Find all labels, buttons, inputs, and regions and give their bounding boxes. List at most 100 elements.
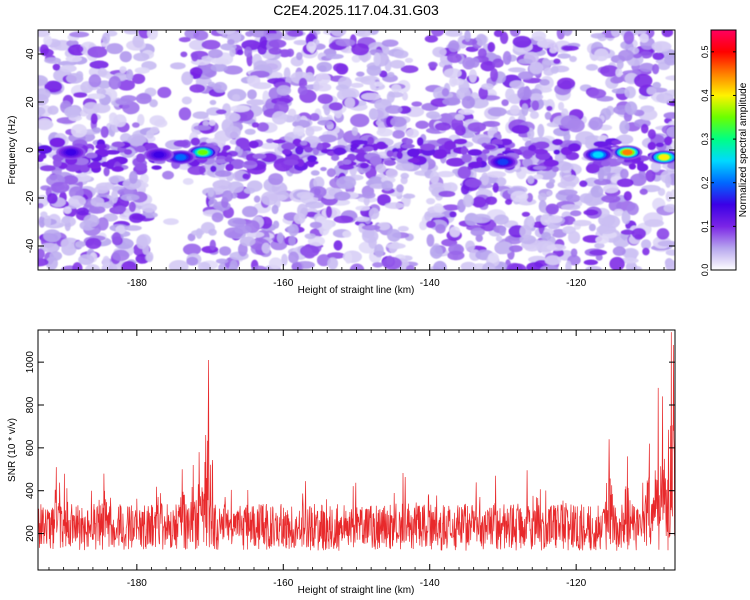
- heatmap-cell: [215, 258, 229, 264]
- heatmap-cell: [350, 143, 360, 149]
- heatmap-cell: [202, 120, 210, 127]
- heatmap-cell: [224, 30, 231, 35]
- heatmap-cell: [435, 223, 446, 234]
- heatmap-cell: [590, 185, 604, 198]
- heatmap-cell: [449, 211, 457, 218]
- heatmap-cell: [187, 233, 196, 242]
- heatmap-cell: [317, 120, 333, 126]
- heatmap-cell: [276, 85, 292, 96]
- heatmap-cell: [272, 139, 286, 144]
- heatmap-cell: [293, 39, 308, 46]
- heatmap-cell: [526, 262, 544, 270]
- heatmap-cell: [133, 52, 150, 62]
- heatmap-cell: [558, 189, 578, 196]
- heatmap-cell: [620, 229, 635, 235]
- heatmap-cell: [38, 258, 49, 267]
- heatmap-cell: [242, 205, 258, 218]
- heatmap-cell: [393, 50, 409, 59]
- heatmap-cell: [236, 49, 244, 56]
- heatmap-cell: [104, 149, 120, 155]
- heatmap-cell: [257, 43, 267, 55]
- heatmap-cell: [43, 215, 52, 228]
- heatmap-cell: [293, 114, 301, 122]
- heatmap-cell: [344, 251, 353, 264]
- heatmap-cell: [125, 69, 134, 81]
- heatmap-cell: [429, 170, 440, 185]
- heatmap-cell: [464, 178, 482, 188]
- heatmap-cell: [135, 153, 146, 163]
- heatmap-cell: [85, 152, 98, 159]
- heatmap-cell: [553, 149, 561, 155]
- heatmap-cell: [453, 138, 468, 145]
- heatmap-cell: [665, 75, 675, 81]
- heatmap-cell: [465, 240, 476, 252]
- heatmap-cell: [477, 183, 494, 189]
- heatmap-cell: [135, 145, 147, 153]
- heatmap-cell: [69, 31, 90, 38]
- heatmap-cell: [325, 205, 333, 218]
- heatmap-cell: [624, 101, 638, 115]
- heatmap-cell: [546, 190, 553, 196]
- colorbar-scale: [710, 29, 737, 271]
- heatmap-cell: [560, 115, 581, 129]
- heatmap-cell: [221, 190, 234, 202]
- heatmap-cell: [461, 95, 476, 109]
- heatmap-cell: [387, 71, 395, 78]
- heatmap-cell: [186, 256, 199, 266]
- heatmap-cell: [579, 193, 594, 204]
- heatmap-cell: [541, 231, 552, 241]
- heatmap-cell: [287, 108, 297, 118]
- heatmap-cell: [215, 109, 227, 115]
- heatmap-cell: [447, 250, 465, 261]
- heatmap-cell: [487, 42, 496, 53]
- heatmap-cell: [368, 207, 380, 220]
- heatmap-cell: [444, 30, 463, 37]
- heatmap-blobs: [38, 30, 675, 270]
- heatmap-cell: [244, 128, 256, 135]
- heatmap-cell: [336, 175, 357, 190]
- heatmap-cell: [173, 140, 189, 147]
- snr-series-line: [38, 332, 675, 551]
- heatmap-cell: [561, 204, 581, 211]
- colorbar-tick-label: 0.4: [700, 89, 710, 102]
- heatmap-cell: [547, 215, 563, 224]
- heatmap-cell: [663, 112, 675, 120]
- heatmap-cell: [90, 196, 105, 207]
- heatmap-cell: [193, 30, 209, 41]
- heatmap-cell: [395, 163, 415, 171]
- heatmap-cell: [39, 165, 56, 172]
- heatmap-cell: [553, 58, 561, 65]
- heatmap-cell: [405, 265, 415, 270]
- heatmap-cell: [396, 184, 404, 193]
- heatmap-cell: [361, 92, 381, 101]
- heatmap-cell: [353, 149, 365, 154]
- heatmap-cell: [132, 34, 145, 48]
- heatmap-cell: [490, 68, 499, 82]
- heatmap-cell: [460, 184, 470, 195]
- spectrogram-y-tick-label: 0: [25, 147, 36, 153]
- heatmap-cell: [272, 220, 280, 229]
- heatmap-cell: [557, 77, 576, 90]
- heatmap-cell: [65, 162, 81, 172]
- heatmap-cell: [562, 226, 576, 235]
- heatmap-cell: [508, 263, 527, 270]
- heatmap-cell: [665, 260, 675, 270]
- heatmap-cell: [621, 210, 631, 225]
- heatmap-cell: [304, 233, 316, 240]
- heatmap-cell: [558, 101, 565, 111]
- heatmap-cell: [88, 74, 102, 88]
- heatmap-cell: [460, 145, 468, 156]
- heatmap-cell: [657, 240, 675, 247]
- heatmap-cell: [288, 251, 299, 264]
- heatmap-cell: [108, 75, 121, 90]
- colorbar-ticks: 0.0 0.1 0.2 0.3 0.4 0.5: [700, 46, 736, 276]
- heatmap-cell: [517, 86, 532, 101]
- heatmap-cell: [545, 203, 559, 215]
- snr-y-tick-label: 200: [25, 525, 36, 542]
- heatmap-cell: [529, 93, 544, 101]
- heatmap-cell: [141, 203, 158, 213]
- heatmap-cell: [246, 231, 265, 238]
- heatmap-cell: [612, 246, 626, 257]
- spectrogram-x-tick-label: -120: [566, 278, 586, 289]
- heatmap-cell: [417, 137, 424, 147]
